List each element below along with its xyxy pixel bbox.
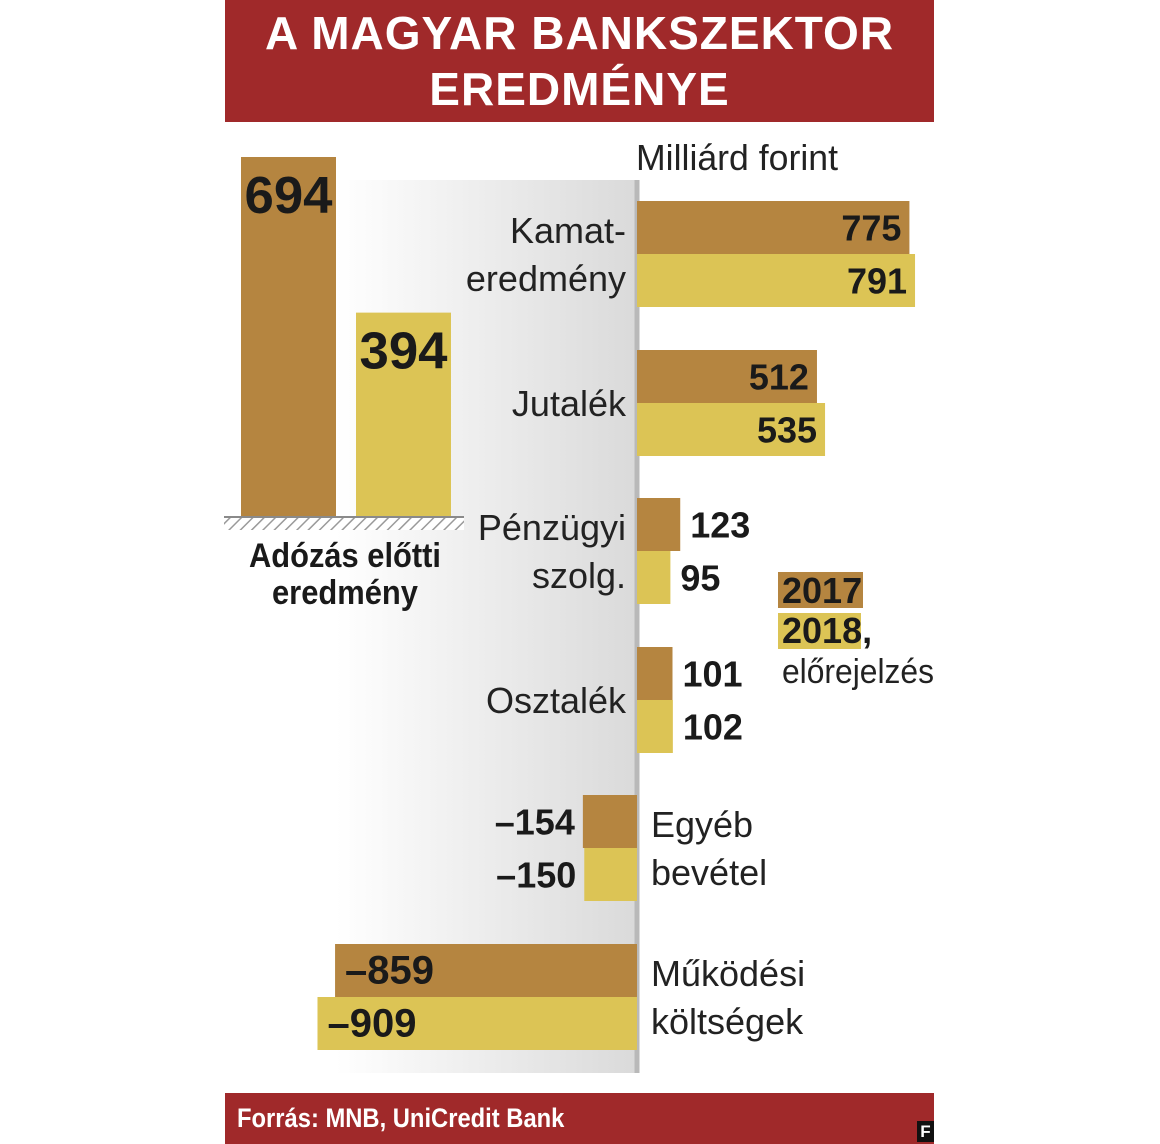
bar-value-label: –859 [345, 949, 434, 993]
title-banner: A MAGYAR BANKSZEKTOR EREDMÉNYE [225, 0, 934, 122]
bar-4-2018 [584, 848, 637, 901]
bar-1-2018 [637, 403, 826, 456]
bar-value-label: 512 [749, 357, 809, 398]
category-label: Jutalék [512, 383, 627, 424]
bar-3-2018 [637, 700, 673, 753]
bar-value-label: –154 [495, 802, 575, 843]
legend-label-2018: 2018, [782, 610, 872, 651]
publisher-logo: F [917, 1121, 934, 1142]
bar-value-label: 101 [683, 654, 743, 695]
pretax-chart-title: Adózás előtti [249, 537, 441, 575]
bar-5-2017 [335, 944, 637, 997]
pretax-value-label: 694 [245, 167, 333, 225]
unit-label: Milliárd forint [636, 137, 838, 178]
category-label: Egyéb [651, 804, 753, 845]
legend-label-2017: 2017 [782, 570, 862, 611]
bar-value-label: 95 [680, 558, 720, 599]
bar-0-2017 [637, 201, 910, 254]
category-label: Pénzügyi [478, 507, 626, 548]
category-label: szolg. [532, 555, 626, 596]
pretax-bar-2017 [241, 157, 336, 517]
bar-2-2018 [637, 551, 671, 604]
bar-value-label: –150 [496, 855, 576, 896]
category-label: Működési [651, 953, 805, 994]
category-label: Kamat- [510, 210, 626, 251]
bar-3-2017 [637, 647, 673, 700]
bar-value-label: 102 [683, 707, 743, 748]
category-label: eredmény [466, 258, 626, 299]
chart-title-line-1: A MAGYAR BANKSZEKTOR [264, 7, 895, 59]
bar-2-2017 [637, 498, 681, 551]
category-label: Osztalék [486, 680, 627, 721]
baseline-hatch [224, 517, 464, 530]
bar-5-2018 [317, 997, 637, 1050]
source-note: Forrás: MNB, UniCredit Bank [237, 1103, 565, 1133]
category-label: bevétel [651, 852, 767, 893]
legend-swatch-2017 [778, 572, 863, 608]
bar-value-label: 535 [757, 410, 817, 451]
bar-value-label: 791 [847, 261, 907, 302]
legend-swatch-2018 [778, 613, 861, 649]
bar-4-2017 [582, 795, 637, 848]
bar-value-label: 123 [690, 505, 750, 546]
chart-title-line-2: EREDMÉNYE [429, 63, 730, 115]
bar-value-label: –909 [327, 1002, 416, 1046]
pretax-value-label: 394 [360, 323, 448, 381]
footer-banner: Forrás: MNB, UniCredit Bank F [225, 1093, 934, 1144]
bar-1-2017 [637, 350, 817, 403]
pretax-chart-title: eredmény [272, 574, 418, 612]
category-label: költségek [651, 1001, 804, 1042]
legend-label-forecast: előrejelzés [782, 653, 934, 691]
pretax-bar-2018 [356, 312, 451, 517]
income-chart: 775 791 Kamat-eredmény 512 535 Jutalék 123 95 Pé… [317, 201, 916, 1050]
bar-value-label: 775 [841, 208, 901, 249]
bar-0-2018 [637, 254, 916, 307]
